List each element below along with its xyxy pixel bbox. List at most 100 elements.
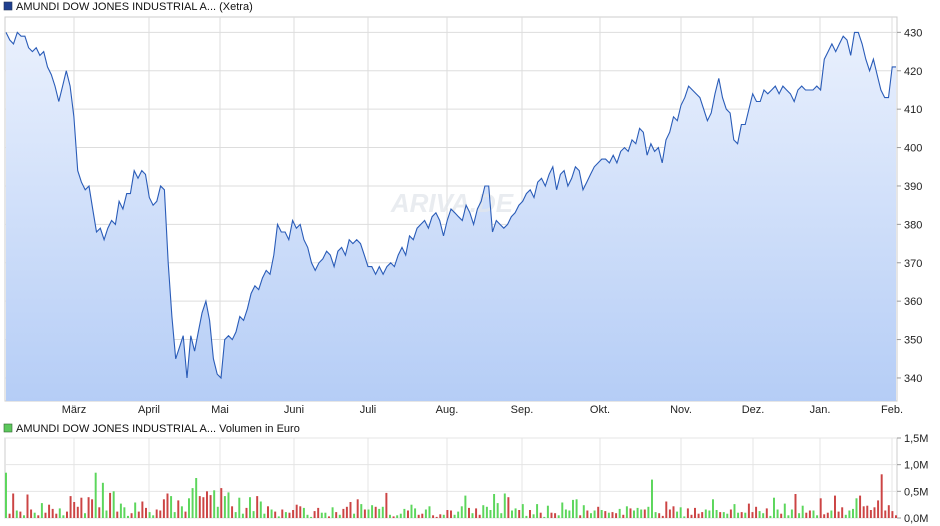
volume-bar	[310, 516, 313, 518]
volume-bar	[758, 511, 761, 518]
volume-bar	[633, 510, 635, 518]
volume-bar	[188, 498, 190, 518]
volume-bar	[134, 502, 137, 518]
volume-bar	[277, 516, 280, 518]
volume-bar	[776, 509, 779, 518]
volume-bar	[787, 515, 790, 518]
volume-bar	[615, 513, 618, 518]
volume-bar	[708, 510, 711, 518]
volume-bar	[686, 508, 689, 518]
price-x-tick-label: Okt.	[590, 404, 610, 416]
volume-bar	[249, 497, 251, 518]
volume-bar	[521, 504, 524, 518]
volume-bar	[173, 512, 176, 518]
price-y-axis: 340 350 360 370 380 390 400 410 420 430	[897, 27, 922, 385]
volume-bar	[816, 515, 819, 518]
volume-bar	[805, 512, 808, 518]
volume-bar	[546, 505, 549, 518]
price-y-tick-label: 380	[904, 219, 922, 231]
price-x-tick-label: Sep.	[511, 404, 534, 416]
volume-bar	[773, 497, 775, 518]
volume-bar	[834, 495, 836, 518]
price-x-tick-label: Nov.	[670, 404, 692, 416]
volume-bar	[579, 515, 582, 518]
volume-bar	[726, 513, 729, 518]
volume-bar	[238, 497, 241, 518]
volume-bar	[30, 509, 33, 518]
volume-bar	[414, 508, 417, 518]
volume-bar	[435, 516, 438, 518]
volume-bar	[618, 508, 621, 518]
volume-bar	[895, 515, 897, 518]
price-y-tick-label: 410	[904, 104, 922, 116]
volume-bar	[884, 510, 887, 518]
volume-bar	[148, 512, 151, 518]
volume-bar	[525, 515, 528, 518]
volume-bar	[19, 511, 22, 518]
price-legend-swatch	[3, 1, 13, 11]
volume-bar	[37, 515, 40, 518]
volume-bar	[223, 496, 226, 518]
volume-bar	[550, 512, 553, 518]
volume-bar	[313, 511, 316, 518]
volume-bar	[729, 509, 732, 518]
volume-bar	[353, 513, 356, 518]
volume-legend-label: AMUNDI DOW JONES INDUSTRIAL A... Volumen…	[16, 423, 300, 435]
volume-bar	[733, 504, 736, 518]
volume-bar	[482, 505, 485, 518]
volume-bar	[48, 504, 51, 518]
volume-bar	[349, 502, 352, 518]
volume-bar	[302, 507, 305, 518]
volume-bar	[119, 503, 122, 518]
volume-bar	[84, 513, 86, 518]
volume-bar	[855, 498, 858, 518]
volume-bar	[489, 510, 492, 518]
volume-bar	[421, 513, 424, 518]
volume-bar	[808, 510, 811, 518]
price-series-line	[5, 31, 896, 380]
watermark-logo: ARIVA.DE	[390, 188, 514, 218]
volume-bar	[101, 482, 104, 518]
volume-bar	[80, 497, 83, 518]
volume-bar	[292, 510, 295, 518]
volume-bar	[464, 495, 467, 518]
volume-bar	[751, 512, 754, 518]
volume-bar	[683, 516, 686, 518]
volume-bar	[485, 506, 488, 518]
price-y-tick-label: 370	[904, 258, 922, 270]
volume-bar	[604, 511, 607, 518]
volume-bar	[859, 495, 862, 518]
volume-bar	[231, 506, 234, 518]
volume-bar	[468, 507, 470, 518]
volume-y-axis: 0,0M 0,5M 1,0M 1,5M	[897, 433, 928, 525]
volume-bar	[299, 506, 302, 518]
volume-bar	[385, 492, 388, 518]
volume-bar	[651, 479, 653, 518]
volume-bar	[572, 499, 574, 518]
volume-bar	[640, 509, 643, 518]
volume-bar	[826, 512, 829, 518]
volume-bar	[66, 511, 68, 518]
volume-bar	[539, 512, 542, 518]
volume-bar	[12, 493, 15, 518]
volume-bar	[324, 512, 327, 518]
volume-bar	[622, 514, 625, 518]
volume-bar	[536, 504, 539, 518]
price-x-tick-label: Dez.	[742, 404, 765, 416]
volume-bar	[446, 510, 449, 518]
volume-y-tick-label: 1,5M	[904, 433, 928, 445]
volume-bar	[371, 505, 374, 518]
volume-bar	[755, 506, 758, 518]
volume-bar	[23, 515, 25, 518]
price-y-tick-label: 420	[904, 66, 922, 78]
volume-bar	[55, 513, 58, 518]
volume-bars	[5, 472, 897, 518]
volume-bar	[76, 506, 79, 518]
volume-bar	[841, 507, 844, 518]
volume-bar	[360, 504, 363, 518]
volume-bar	[234, 512, 237, 518]
volume-bar	[503, 493, 506, 518]
volume-y-tick-label: 1,0M	[904, 460, 928, 472]
volume-bar	[471, 513, 474, 518]
volume-bar	[557, 515, 560, 518]
